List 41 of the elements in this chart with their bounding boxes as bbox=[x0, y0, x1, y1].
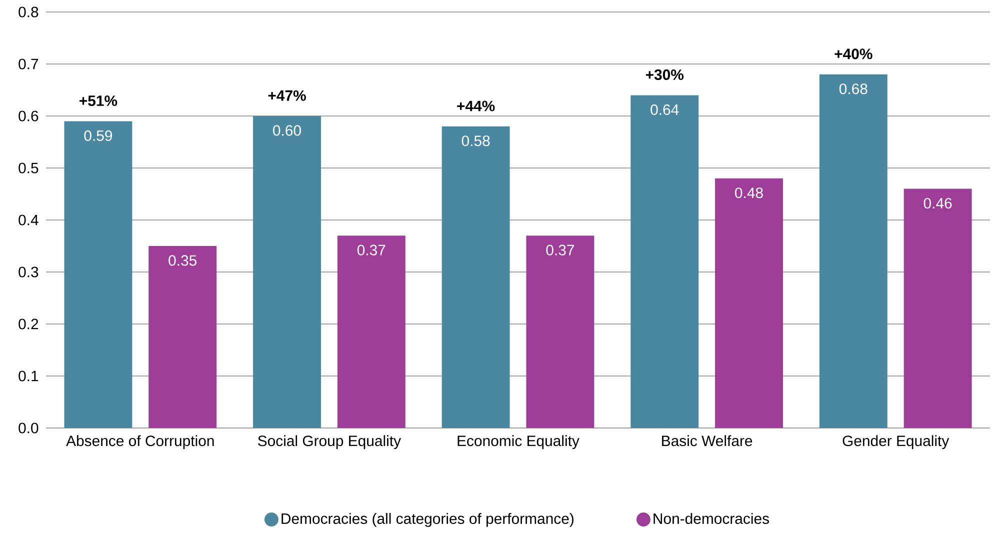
data-label: 0.64 bbox=[650, 104, 679, 115]
bar bbox=[442, 126, 510, 428]
bar bbox=[337, 236, 406, 428]
data-label: 0.37 bbox=[357, 244, 386, 256]
bar bbox=[904, 188, 972, 428]
bar bbox=[630, 95, 699, 428]
bar bbox=[64, 121, 132, 428]
data-label: 0.46 bbox=[924, 198, 952, 209]
data-label: 0.68 bbox=[839, 84, 868, 94]
y-tick-label: 0.4 bbox=[18, 214, 38, 226]
x-tick-label: Gender Equality bbox=[842, 435, 950, 450]
y-tick-label: 0.2 bbox=[18, 318, 38, 330]
x-tick-label: Absence of Corruption bbox=[66, 435, 214, 450]
data-label: 0.60 bbox=[273, 125, 301, 136]
data-label: 0.48 bbox=[735, 188, 763, 198]
bar bbox=[148, 246, 217, 428]
bar bbox=[715, 178, 783, 428]
bar bbox=[526, 236, 594, 428]
legend-label: Non-democracies bbox=[654, 512, 769, 524]
y-tick-label: 0.1 bbox=[18, 370, 38, 382]
data-label: 0.59 bbox=[84, 130, 112, 141]
y-tick-label: 0.7 bbox=[18, 58, 38, 70]
y-tick-label: 0.3 bbox=[18, 266, 38, 278]
annotation: +44% bbox=[457, 100, 495, 112]
legend-label: Democracies (all categories of performance) bbox=[282, 512, 574, 527]
annotation: +30% bbox=[646, 69, 684, 80]
annotation: +47% bbox=[268, 90, 306, 101]
annotation: +40% bbox=[834, 48, 872, 60]
data-label: 0.58 bbox=[462, 136, 490, 146]
x-tick-label: Economic Equality bbox=[458, 435, 580, 450]
y-tick-label: 0.8 bbox=[18, 6, 38, 18]
annotation: +51% bbox=[80, 95, 118, 106]
y-tick-label: 0.0 bbox=[18, 422, 38, 434]
y-tick-label: 0.6 bbox=[18, 110, 38, 122]
bar bbox=[253, 116, 321, 428]
x-tick-label: Basic Welfare bbox=[662, 435, 752, 446]
bar bbox=[819, 74, 888, 428]
x-tick-label: Social Group Equality bbox=[258, 435, 401, 450]
y-tick-label: 0.5 bbox=[18, 162, 38, 174]
data-label: 0.35 bbox=[168, 255, 197, 266]
data-label: 0.37 bbox=[546, 244, 574, 256]
